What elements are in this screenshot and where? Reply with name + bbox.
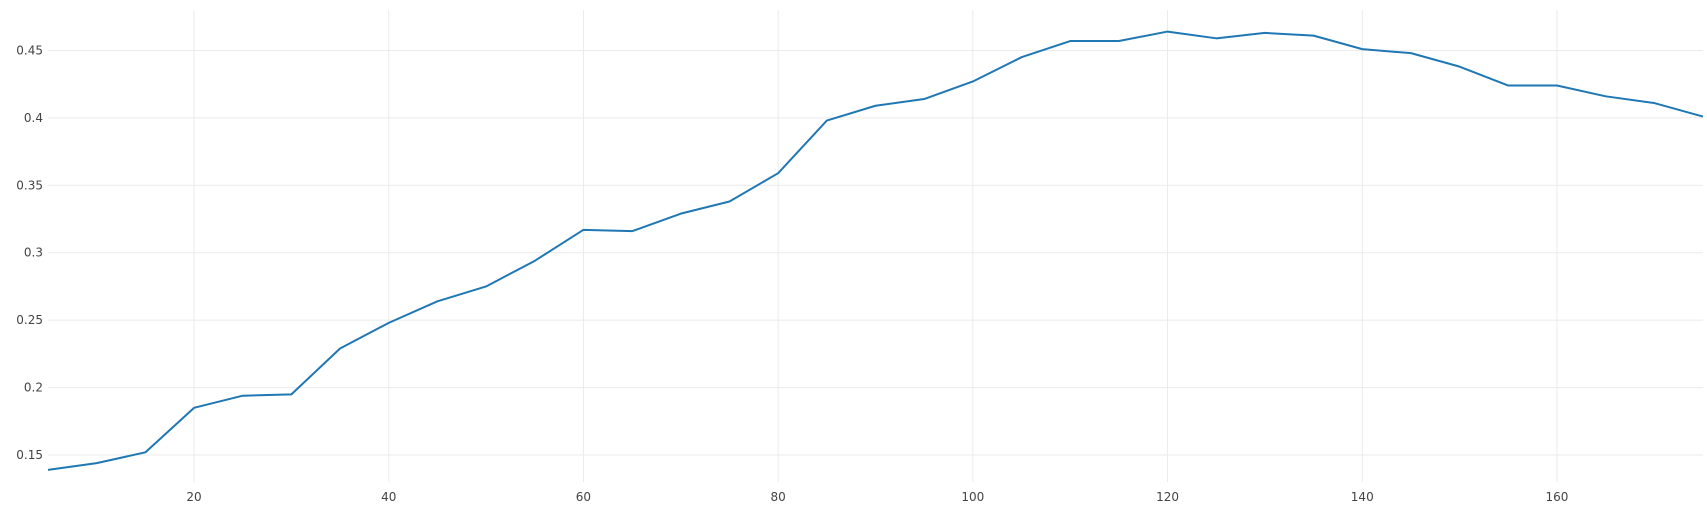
x-gridlines	[193, 10, 1558, 482]
data-point	[484, 284, 488, 288]
data-point	[1068, 39, 1072, 43]
data-point	[46, 468, 50, 472]
x-tick-label: 140	[1351, 490, 1374, 504]
data-point	[289, 392, 293, 396]
y-gridlines	[48, 49, 1703, 456]
x-tick-label: 60	[576, 490, 591, 504]
data-point	[1214, 36, 1218, 40]
series-layer	[46, 30, 1705, 472]
y-axis-ticks: 0.15 0.2 0.25 0.3 0.35 0.4 0.45	[16, 43, 43, 462]
data-point	[630, 229, 634, 233]
data-point	[1263, 31, 1267, 35]
data-point	[533, 259, 537, 263]
y-tick-label: 0.3	[24, 246, 43, 260]
x-tick-label: 120	[1156, 490, 1179, 504]
data-point	[1409, 51, 1413, 55]
data-point	[143, 450, 147, 454]
data-point	[1604, 94, 1608, 98]
data-point	[1555, 84, 1559, 88]
data-point	[1166, 30, 1170, 34]
data-point	[825, 119, 829, 123]
data-point	[581, 228, 585, 232]
data-point	[1312, 34, 1316, 38]
data-point	[241, 394, 245, 398]
data-point	[338, 346, 342, 350]
data-point	[679, 212, 683, 216]
data-point	[1458, 65, 1462, 69]
y-tick-label: 0.25	[16, 313, 43, 327]
series-line	[47, 30, 1704, 471]
x-tick-label: 20	[186, 490, 201, 504]
data-point	[435, 299, 439, 303]
x-tick-label: 80	[771, 490, 786, 504]
data-point	[922, 97, 926, 101]
y-tick-label: 0.2	[24, 381, 43, 395]
data-point	[95, 461, 99, 465]
data-point	[387, 321, 391, 325]
data-point	[727, 199, 731, 203]
y-tick-label: 0.45	[16, 43, 43, 57]
y-tick-label: 0.15	[16, 448, 43, 462]
data-point	[874, 104, 878, 108]
data-point	[1506, 84, 1510, 88]
data-point	[1701, 115, 1705, 119]
data-point	[776, 171, 780, 175]
y-tick-label: 0.4	[24, 111, 43, 125]
data-point	[1652, 101, 1656, 105]
data-point	[1020, 55, 1024, 59]
x-tick-label: 160	[1546, 490, 1569, 504]
y-tick-label: 0.35	[16, 178, 43, 192]
data-point	[1360, 47, 1364, 51]
data-point	[1117, 39, 1121, 43]
data-point	[971, 79, 975, 83]
x-tick-label: 40	[381, 490, 396, 504]
x-tick-label: 100	[961, 490, 984, 504]
data-point	[192, 406, 196, 410]
x-axis-ticks: 20 40 60 80 100 120 140 160	[186, 490, 1568, 504]
